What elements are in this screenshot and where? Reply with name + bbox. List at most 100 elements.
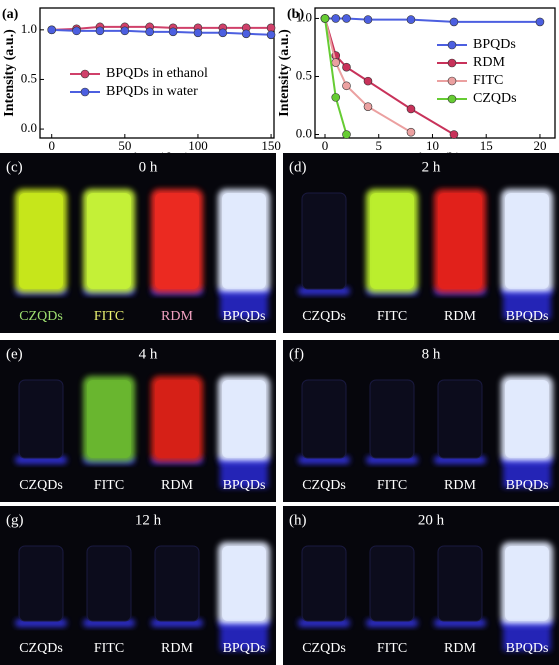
plot-frame — [39, 7, 275, 139]
data-point — [406, 127, 416, 137]
legend-label: CZQDs — [473, 91, 517, 106]
vial-label: BPQDs — [223, 478, 266, 493]
plot-frame — [314, 7, 556, 139]
data-point — [72, 26, 81, 36]
photo-panel: CZQDs FITC RDM BPQDs (e) 4 h — [0, 340, 276, 502]
vial-label: RDM — [444, 478, 476, 493]
data-point — [342, 62, 351, 72]
vial-label: CZQDs — [302, 641, 346, 656]
vial-label: RDM — [444, 309, 476, 324]
y-axis-label: Intensity (a.u.) — [2, 29, 17, 117]
vial-label: CZQDs — [19, 309, 63, 324]
vial-outline — [437, 545, 483, 622]
vial-label: RDM — [444, 641, 476, 656]
panel-label: (a) — [2, 7, 19, 22]
x-tick-label: 100 — [188, 138, 208, 153]
panel-label: (c) — [6, 159, 23, 175]
x-tick-label: 0 — [322, 138, 329, 153]
data-point — [406, 15, 416, 24]
data-point — [342, 130, 351, 139]
data-point — [331, 58, 341, 67]
y-axis-label: Intensity (a.u.) — [277, 29, 292, 117]
vial-outline — [18, 545, 64, 622]
x-tick-label: 15 — [480, 138, 493, 153]
time-label: 0 h — [139, 159, 158, 175]
legend-marker — [447, 40, 457, 50]
vial-body — [505, 546, 549, 621]
legend-marker — [80, 69, 90, 79]
y-tick-label: 1.0 — [296, 9, 312, 24]
x-tick-label: 0 — [48, 138, 55, 153]
vial-base-glow — [503, 462, 551, 488]
vial-base-glow — [220, 293, 268, 319]
data-point — [406, 104, 416, 114]
series-line — [51, 25, 272, 31]
data-point — [120, 26, 130, 36]
vial-body — [19, 193, 63, 289]
data-point — [363, 76, 373, 86]
x-tick-label: 150 — [261, 138, 281, 153]
vial-label: FITC — [377, 478, 407, 493]
vial-label: BPQDs — [506, 641, 549, 656]
vial-body — [370, 193, 414, 289]
y-tick-label: 0.0 — [296, 126, 312, 141]
time-label: 12 h — [135, 512, 162, 528]
vial-body — [87, 193, 131, 289]
photo-panel: CZQDs FITC RDM BPQDs (g) 12 h — [0, 506, 276, 665]
legend-marker — [447, 76, 457, 86]
vial-label: CZQDs — [302, 309, 346, 324]
series-line — [51, 28, 272, 36]
vial-label: BPQDs — [223, 641, 266, 656]
vial-label: RDM — [161, 309, 193, 324]
panel-label: (h) — [289, 512, 307, 528]
panel-label: (g) — [6, 512, 24, 528]
x-tick-label: 50 — [118, 138, 131, 153]
vial-base-glow — [503, 625, 551, 651]
vial-label: BPQDs — [506, 309, 549, 324]
vial-body — [222, 193, 266, 289]
vial-label: FITC — [94, 641, 124, 656]
vial-outline — [301, 545, 347, 622]
data-point — [145, 27, 154, 37]
legend-label: BPQDs in ethanol — [106, 66, 208, 81]
photo-panel: CZQDs FITC RDM BPQDs (d) 2 h — [283, 153, 559, 333]
time-label: 20 h — [418, 512, 445, 528]
vial-label: CZQDs — [19, 641, 63, 656]
data-point — [342, 14, 351, 23]
y-tick-label: 0.5 — [296, 67, 312, 82]
vial-label: FITC — [377, 309, 407, 324]
legend-marker — [80, 87, 90, 97]
vial-label: CZQDs — [302, 478, 346, 493]
y-tick-label: 1.0 — [21, 21, 37, 36]
data-point — [342, 81, 351, 91]
y-tick-label: 0.0 — [21, 120, 37, 135]
vial-body — [155, 193, 199, 289]
vial-base-glow — [220, 625, 268, 651]
vial-outline — [86, 545, 132, 622]
vial-label: RDM — [161, 641, 193, 656]
data-point — [266, 30, 276, 40]
vial-body — [505, 193, 549, 289]
photo-panel: CZQDs FITC RDM BPQDs (h) 20 h — [283, 506, 559, 665]
photo-panel: CZQDs FITC RDM BPQDs (c) 0 h — [0, 153, 276, 333]
legend-label: FITC — [473, 73, 503, 88]
vial-base-glow — [503, 293, 551, 319]
x-tick-label: 10 — [426, 138, 439, 153]
data-point — [241, 29, 251, 39]
vial-body — [222, 546, 266, 621]
panel-label: (b) — [287, 7, 304, 22]
vial-label: FITC — [94, 309, 124, 324]
time-label: 4 h — [139, 346, 158, 362]
vial-base-glow — [220, 462, 268, 488]
vial-outline — [301, 192, 347, 290]
data-point — [193, 28, 203, 38]
y-tick-label: 0.5 — [21, 70, 37, 85]
data-point — [331, 93, 341, 102]
vial-outline — [369, 545, 415, 622]
legend-marker — [447, 94, 457, 104]
data-point — [449, 130, 459, 139]
vial-outline — [154, 545, 200, 622]
series-line — [324, 18, 412, 134]
time-label: 8 h — [422, 346, 441, 362]
